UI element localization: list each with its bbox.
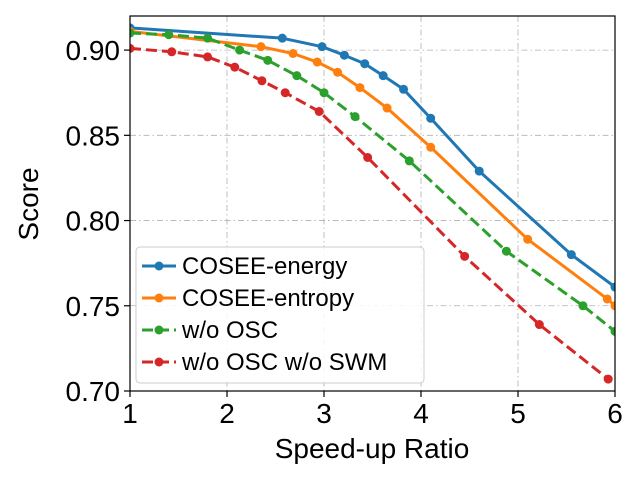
data-point	[355, 83, 365, 93]
legend-marker	[154, 357, 164, 367]
series-0	[130, 23, 615, 292]
data-point	[292, 71, 302, 81]
data-point	[363, 152, 373, 162]
legend-label: COSEE-energy	[182, 253, 347, 280]
y-tick-label: 0.85	[66, 120, 121, 151]
data-point	[317, 42, 327, 52]
data-point	[501, 246, 511, 256]
data-point	[460, 251, 470, 261]
data-point	[203, 33, 213, 43]
legend: COSEE-energy COSEE-entropy w/o OSC w/o OSC …	[135, 246, 425, 384]
series-2	[130, 28, 615, 336]
data-point	[167, 47, 177, 57]
data-point	[610, 326, 615, 336]
data-point	[350, 112, 360, 122]
data-point	[130, 28, 135, 38]
data-point	[230, 62, 240, 72]
data-point	[288, 49, 298, 58]
y-tick-label: 0.90	[66, 35, 121, 66]
data-point	[235, 45, 245, 55]
data-point	[333, 67, 343, 77]
plot-frame	[129, 15, 616, 392]
y-tick-label: 0.70	[66, 376, 121, 407]
data-point	[602, 294, 612, 304]
data-point	[360, 59, 370, 69]
x-tick-label: 2	[219, 398, 235, 429]
data-point	[314, 106, 324, 116]
data-point	[263, 55, 273, 65]
data-point	[339, 50, 349, 60]
data-point	[610, 301, 615, 311]
data-point	[203, 52, 213, 62]
y-axis-label: Score	[13, 167, 44, 240]
series-3	[130, 43, 613, 384]
data-point	[523, 234, 533, 244]
data-point	[404, 156, 414, 166]
legend-item: w/o OSC	[142, 317, 278, 344]
data-point	[319, 88, 329, 98]
data-point	[426, 142, 436, 152]
data-point	[257, 76, 267, 86]
data-point	[426, 113, 436, 123]
legend-marker	[154, 293, 164, 303]
data-point	[164, 30, 174, 40]
legend-item: COSEE-energy	[142, 253, 347, 280]
x-tick-label: 3	[316, 398, 332, 429]
legend-item: COSEE-entropy	[142, 285, 354, 312]
data-point	[610, 282, 615, 292]
data-point	[578, 301, 588, 311]
data-point	[566, 250, 576, 260]
x-tick-label: 4	[413, 398, 429, 429]
data-point	[399, 84, 409, 94]
data-point	[378, 71, 388, 81]
legend-box	[135, 246, 425, 384]
data-point	[382, 103, 392, 113]
x-tick-label: 1	[122, 398, 138, 429]
data-point	[312, 57, 322, 67]
legend-items: COSEE-energy COSEE-entropy w/o OSC w/o OSC …	[142, 253, 387, 376]
data-point	[256, 42, 266, 52]
x-tick-label: 6	[607, 398, 623, 429]
legend-marker	[154, 325, 164, 335]
x-axis: 1 2 3 4 5 6	[122, 391, 623, 429]
series-line	[130, 31, 615, 333]
data-point	[280, 88, 290, 98]
y-tick-label: 0.80	[66, 206, 121, 237]
data-point	[534, 320, 544, 330]
data-point	[277, 33, 287, 43]
x-tick-label: 5	[510, 398, 526, 429]
series-layer	[130, 23, 615, 384]
data-point	[474, 166, 484, 176]
data-point	[603, 374, 613, 384]
data-point	[130, 43, 135, 53]
x-axis-label: Speed-up Ratio	[275, 433, 470, 464]
legend-label: w/o OSC	[181, 317, 278, 344]
legend-label: w/o OSC w/o SWM	[181, 349, 387, 376]
legend-marker	[154, 261, 164, 271]
y-axis: 0.70 0.75 0.80 0.85 0.90	[66, 35, 130, 407]
legend-label: COSEE-entropy	[182, 285, 354, 312]
y-tick-label: 0.75	[66, 291, 121, 322]
legend-item: w/o OSC w/o SWM	[142, 349, 387, 376]
